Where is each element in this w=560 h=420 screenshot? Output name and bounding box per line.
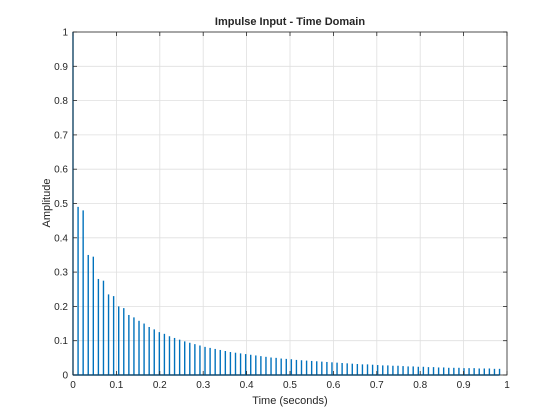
x-tick-label: 0.6 (326, 380, 340, 391)
y-axis-label: Amplitude (41, 179, 53, 228)
x-axis-ticks: 0 0.1 0.2 0.3 0.4 0.5 0.6 0.7 0.8 0.9 1 (70, 32, 510, 391)
x-tick-label: 0.8 (413, 380, 427, 391)
y-tick-label: 0 (62, 371, 68, 382)
y-tick-label: 1 (62, 28, 68, 39)
y-tick-label: 0.9 (54, 62, 68, 73)
y-tick-label: 0.5 (54, 199, 68, 210)
x-tick-label: 0.3 (196, 380, 210, 391)
y-tick-label: 0.8 (54, 96, 68, 107)
x-tick-label: 0.7 (370, 380, 384, 391)
x-tick-label: 0 (70, 380, 76, 391)
y-tick-label: 0.7 (54, 130, 68, 141)
y-tick-label: 0.2 (54, 302, 68, 313)
x-tick-label: 1 (504, 380, 510, 391)
y-tick-label: 0.3 (54, 268, 68, 279)
grid-lines (72, 31, 508, 376)
y-axis-ticks: 0 0.1 0.2 0.3 0.4 0.5 0.6 0.7 0.8 0.9 1 (54, 28, 507, 382)
y-tick-label: 0.1 (54, 336, 68, 347)
x-tick-label: 0.4 (240, 380, 254, 391)
x-tick-label: 0.1 (109, 380, 123, 391)
chart-title: Impulse Input - Time Domain (215, 16, 365, 28)
x-tick-label: 0.9 (457, 380, 471, 391)
y-tick-label: 0.6 (54, 165, 68, 176)
x-tick-label: 0.2 (153, 380, 167, 391)
x-tick-label: 0.5 (283, 380, 297, 391)
y-tick-label: 0.4 (54, 233, 68, 244)
x-axis-label: Time (seconds) (252, 395, 327, 407)
